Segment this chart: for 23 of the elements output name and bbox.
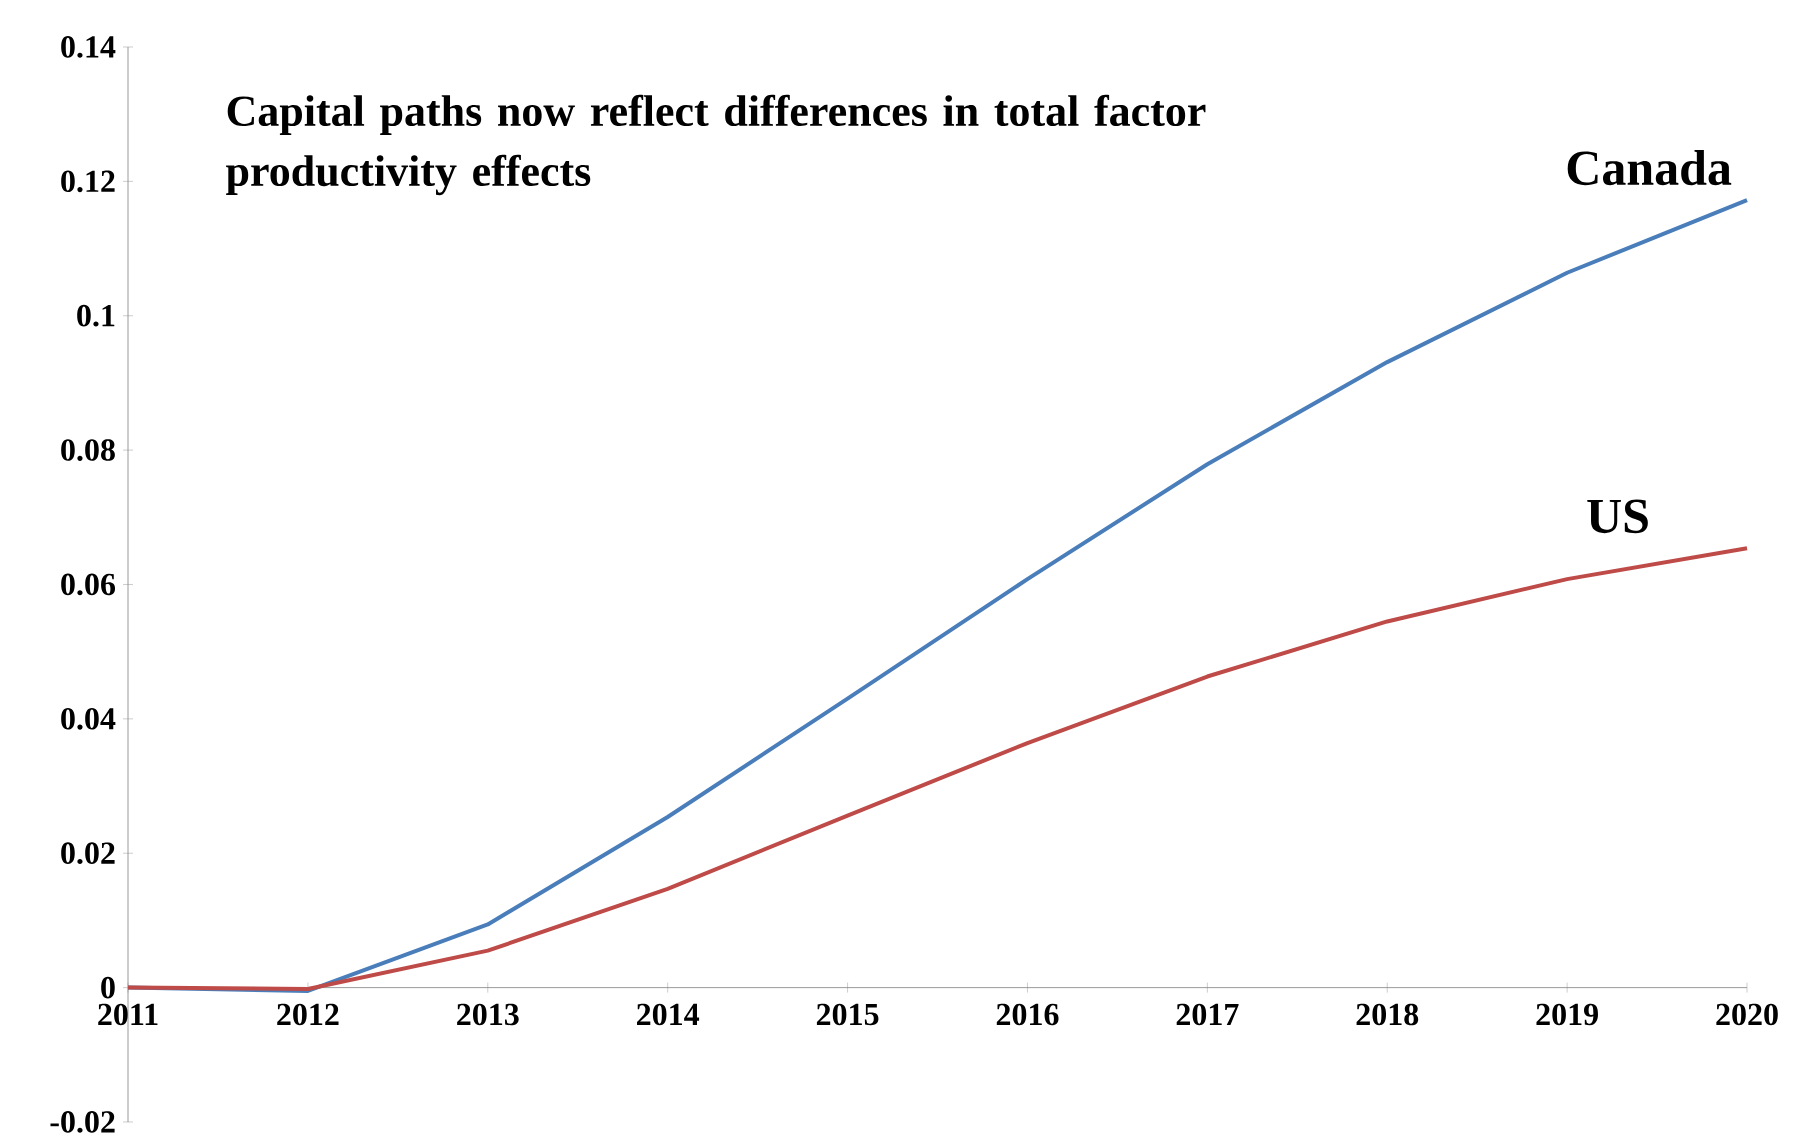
y-tick-label: 0.08 — [61, 439, 115, 462]
y-tick-label: 0.1 — [77, 305, 115, 327]
x-tick-label: 2016 — [996, 1003, 1059, 1026]
y-tick-label: 0.02 — [61, 842, 115, 865]
x-tick-label: 2011 — [98, 1003, 158, 1026]
y-tick-label: 0.12 — [61, 170, 115, 193]
y-tick-label: 0.06 — [61, 573, 116, 596]
x-tick-label: 2018 — [1356, 1003, 1419, 1026]
series-label: Canada — [1567, 150, 1732, 186]
x-tick-label: 2015 — [816, 1003, 879, 1026]
y-tick-label: 0 — [101, 977, 115, 999]
x-tick-label: 2019 — [1536, 1003, 1598, 1026]
series-label: US — [1587, 499, 1648, 534]
line-series — [126, 546, 1750, 992]
x-tick-label: 2020 — [1716, 1003, 1778, 1026]
y-tick-label: 0.14 — [61, 36, 116, 59]
x-tick-label: 2012 — [277, 1003, 339, 1026]
text: Capital paths now reflect differences in total factor productivity effects — [226, 94, 1206, 196]
y-tick-label: 0.04 — [61, 708, 116, 730]
x-tick-label: 2017 — [1176, 1003, 1239, 1026]
x-tick-label: 2014 — [637, 1003, 700, 1026]
y-tick-label: -0.02 — [50, 1111, 115, 1134]
x-tick-label: 2013 — [457, 1003, 519, 1026]
